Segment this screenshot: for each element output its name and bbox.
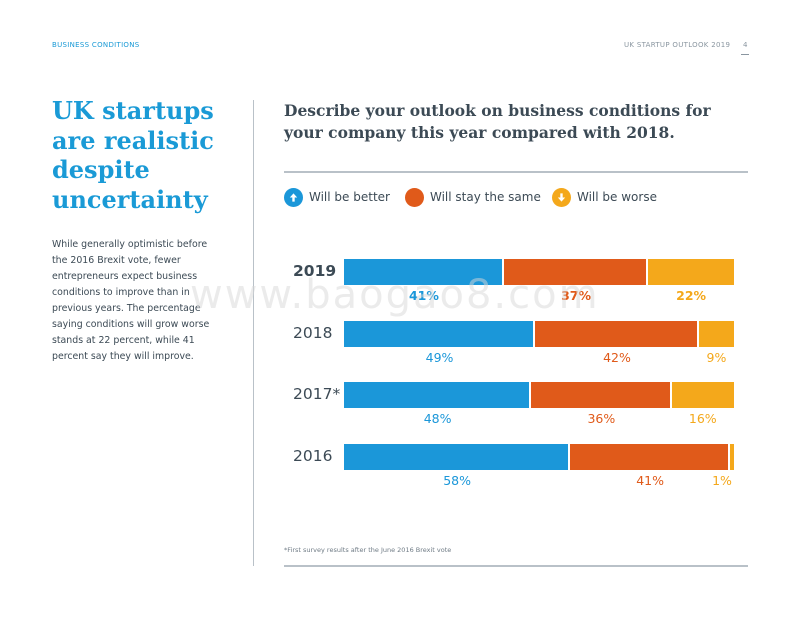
bar-segment-worse: [698, 320, 734, 347]
bar-segment-better: [344, 320, 534, 347]
data-label-same: 36%: [587, 411, 616, 426]
data-label-worse: 1%: [712, 472, 732, 488]
data-label-better: 48%: [423, 411, 452, 426]
data-label-better: 58%: [443, 472, 471, 488]
footnote: *First survey results after the June 201…: [284, 546, 452, 554]
data-label-better: 49%: [425, 349, 454, 365]
year-label: 2016: [293, 446, 333, 465]
year-label: 2017*: [293, 385, 341, 403]
data-label-worse: 16%: [688, 411, 717, 426]
circle-icon: [405, 187, 424, 207]
year-label: 2018: [293, 323, 333, 342]
arrow-up-icon: [284, 187, 303, 207]
survey-question: Describe your outlook on business condit…: [284, 101, 711, 142]
report-title: UK STARTUP OUTLOOK 2019: [624, 41, 731, 49]
legend-item-worse: Will be worse: [552, 187, 657, 207]
bar-segment-same: [570, 443, 729, 470]
page-number: 4: [743, 41, 748, 49]
data-label-same: 37%: [561, 288, 591, 303]
bar-segment-same: [531, 382, 670, 408]
page-number-underline: [741, 54, 749, 55]
data-label-same: 41%: [636, 472, 665, 488]
data-label-better: 41%: [408, 288, 439, 303]
legend-label-same: Will stay the same: [430, 190, 541, 204]
legend-item-same: Will stay the same: [405, 187, 541, 207]
data-label-worse: 9%: [706, 349, 727, 365]
arrow-down-icon: [552, 187, 571, 207]
year-label: 2019: [293, 262, 337, 280]
bar-segment-same: [503, 259, 647, 285]
top-rule: [284, 171, 748, 173]
bar-segment-worse: [730, 443, 734, 470]
data-label-worse: 22%: [676, 288, 707, 303]
bar-segment-better: [344, 382, 530, 408]
column-divider: [253, 100, 254, 566]
bar-segment-worse: [648, 259, 734, 285]
legend-label-worse: Will be worse: [577, 190, 657, 204]
legend-item-better: Will be better: [284, 187, 390, 207]
page-title: UK startups are realistic despite uncert…: [52, 96, 214, 214]
bar-segment-worse: [671, 382, 734, 408]
section-label: BUSINESS CONDITIONS: [52, 41, 140, 49]
description-text: While generally optimistic before the 20…: [52, 239, 210, 362]
bar-segment-same: [535, 320, 697, 347]
bottom-rule: [284, 565, 748, 567]
legend-label-better: Will be better: [309, 190, 390, 204]
bar-segment-better: [344, 443, 569, 470]
bar-segment-better: [344, 259, 502, 285]
data-label-same: 42%: [603, 349, 631, 365]
